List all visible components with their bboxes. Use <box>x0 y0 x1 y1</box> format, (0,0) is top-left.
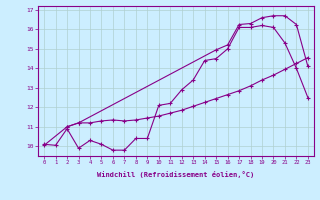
X-axis label: Windchill (Refroidissement éolien,°C): Windchill (Refroidissement éolien,°C) <box>97 171 255 178</box>
